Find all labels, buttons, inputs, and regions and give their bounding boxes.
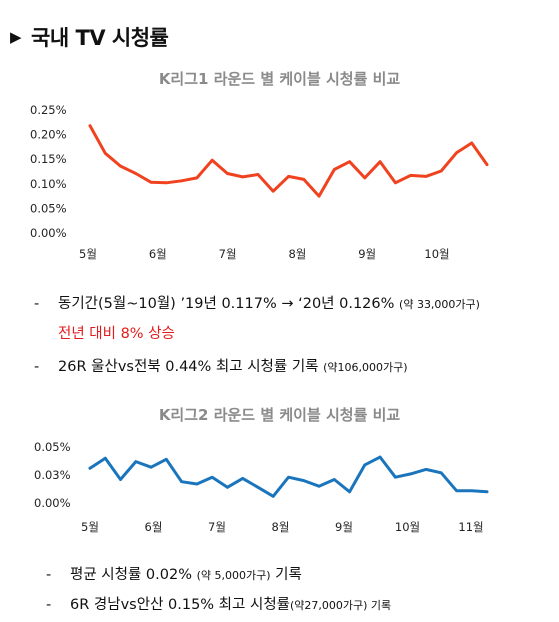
chart2-data-point: [119, 478, 122, 481]
chart2-bullet-1: - 평균 시청률 0.02% (약 5,000가구) 기록: [46, 567, 302, 583]
chart1-data-point: [226, 172, 229, 175]
chart2-xtick-label: 10월: [395, 520, 420, 534]
chart1-data-point: [348, 160, 351, 163]
chart2-xtick-label: 9월: [335, 520, 353, 534]
chart1-data-point: [455, 151, 458, 155]
chart1-data-point: [149, 181, 153, 184]
chart2-data-point: [439, 471, 443, 475]
chart2-data-point: [103, 456, 107, 460]
dash-icon: -: [46, 567, 52, 583]
chart2-data-point: [348, 490, 351, 494]
chart2-data-point: [241, 477, 244, 480]
play-triangle-icon: ▶: [10, 28, 22, 46]
chart2-data-point: [226, 486, 229, 489]
chart2-data-point: [455, 489, 458, 492]
chart2-ytick-label: 0.00%: [34, 496, 71, 510]
chart1-data-point: [241, 175, 244, 179]
chart1-data-point: [424, 175, 428, 178]
chart2-data-point: [409, 472, 412, 476]
chart2-xtick-label: 8월: [272, 520, 290, 534]
chart1-data-point: [470, 141, 474, 145]
chart2-xtick-label: 7월: [208, 520, 226, 534]
dash-icon: -: [46, 597, 52, 613]
chart2-data-point: [149, 465, 153, 469]
chart1-data-point: [317, 194, 321, 198]
chart2-data-point: [394, 475, 397, 479]
chart1-data-point: [88, 124, 92, 128]
chart1-data-point: [103, 151, 107, 155]
chart2-data-point: [88, 466, 92, 470]
chart2-title: K리그2 라운드 별 케이블 시청률 비교: [158, 406, 401, 424]
chart2-data-point: [180, 480, 183, 484]
chart1-data-point: [119, 164, 122, 168]
chart1-data-point: [378, 160, 382, 163]
chart1-ytick-label: 0.10%: [30, 177, 67, 191]
chart1-xtick-label: 7월: [219, 247, 237, 261]
chart1-data-point: [210, 158, 214, 162]
chart2-data-point: [378, 455, 382, 459]
dash-icon: -: [34, 359, 40, 375]
chart1-xtick-label: 10월: [424, 247, 449, 261]
dash-icon: -: [34, 296, 40, 312]
chart1-data-point: [363, 176, 367, 180]
section-title: 국내 TV 시청률: [31, 26, 169, 50]
chart1-ytick-label: 0.00%: [30, 226, 67, 240]
chart1-data-point: [287, 175, 290, 178]
chart1-ytick-label: 0.20%: [30, 128, 67, 142]
chart1-plot: 0.25% 0.20% 0.15% 0.10% 0.05% 0.00% 5월 6월 7월 8월 9월…: [30, 103, 489, 261]
chart1-xtick-label: 9월: [358, 247, 376, 261]
chart2-xtick-label: 6월: [145, 520, 163, 534]
chart1-data-point: [485, 163, 489, 166]
chart2-ytick-label: 0.05%: [34, 440, 71, 454]
section-header: ▶ 국내 TV 시청률: [10, 22, 169, 52]
chart2-data-point: [195, 482, 199, 486]
chart1-data-point: [271, 189, 275, 193]
chart1-ytick-label: 0.05%: [30, 201, 67, 215]
chart2-data-point: [256, 486, 260, 489]
chart1-data-point: [394, 181, 397, 185]
chart1-data-point: [180, 179, 183, 183]
chart2-data-point: [302, 479, 306, 482]
chart1-title: K리그1 라운드 별 케이블 시청률 비교: [158, 70, 401, 88]
chart2-data-point: [485, 490, 489, 494]
chart1-ytick-label: 0.25%: [30, 103, 67, 117]
chart1-data-point: [256, 173, 260, 176]
chart1-bullet-2: 전년 대비 8% 상승: [58, 326, 175, 342]
chart2-xtick-label: 11월: [458, 520, 483, 534]
chart1-xtick-label: 5월: [79, 247, 97, 261]
chart1-data-point: [409, 174, 412, 177]
chart2-data-point: [271, 494, 275, 498]
chart1-xtick-label: 6월: [149, 247, 167, 261]
chart2-ytick-label: 0.03%: [34, 468, 71, 482]
chart2-data-point: [470, 489, 474, 492]
chart2-bullet-2: -6R 경남vs안산 0.15% 최고 시청률(약27,000가구) 기록: [46, 597, 392, 613]
chart1-data-point: [439, 169, 443, 173]
chart1-data-point: [195, 176, 199, 180]
chart2-data-point: [287, 475, 290, 479]
chart2-data-point: [317, 484, 321, 488]
chart1-xtick-label: 8월: [288, 247, 306, 261]
chart2-plot: 0.05% 0.03% 0.00% 5월 6월 7월 8월 9월 10월 11월: [34, 440, 489, 534]
chart1-ytick-label: 0.15%: [30, 152, 67, 166]
chart2-data-point: [424, 468, 428, 471]
chart1-series-line: [88, 124, 489, 198]
chart2-data-point: [165, 458, 168, 461]
chart2-data-point: [363, 463, 367, 467]
chart2-xtick-label: 5월: [81, 520, 99, 534]
chart1-data-point: [165, 181, 168, 185]
chart1-data-point: [302, 178, 306, 181]
chart1-data-point: [333, 168, 336, 171]
chart2-data-point: [210, 475, 214, 479]
chart1-bullet-1: - 동기간(5월~10월) ’19년 0.117% → ‘20년 0.126% (…: [34, 296, 480, 312]
chart1-bullet-3: -26R 울산vs전북 0.44% 최고 시청률 기록 (약106,000가구): [34, 359, 408, 375]
chart1-data-point: [134, 172, 138, 175]
chart2-data-point: [134, 460, 138, 463]
chart2-data-point: [333, 478, 336, 481]
